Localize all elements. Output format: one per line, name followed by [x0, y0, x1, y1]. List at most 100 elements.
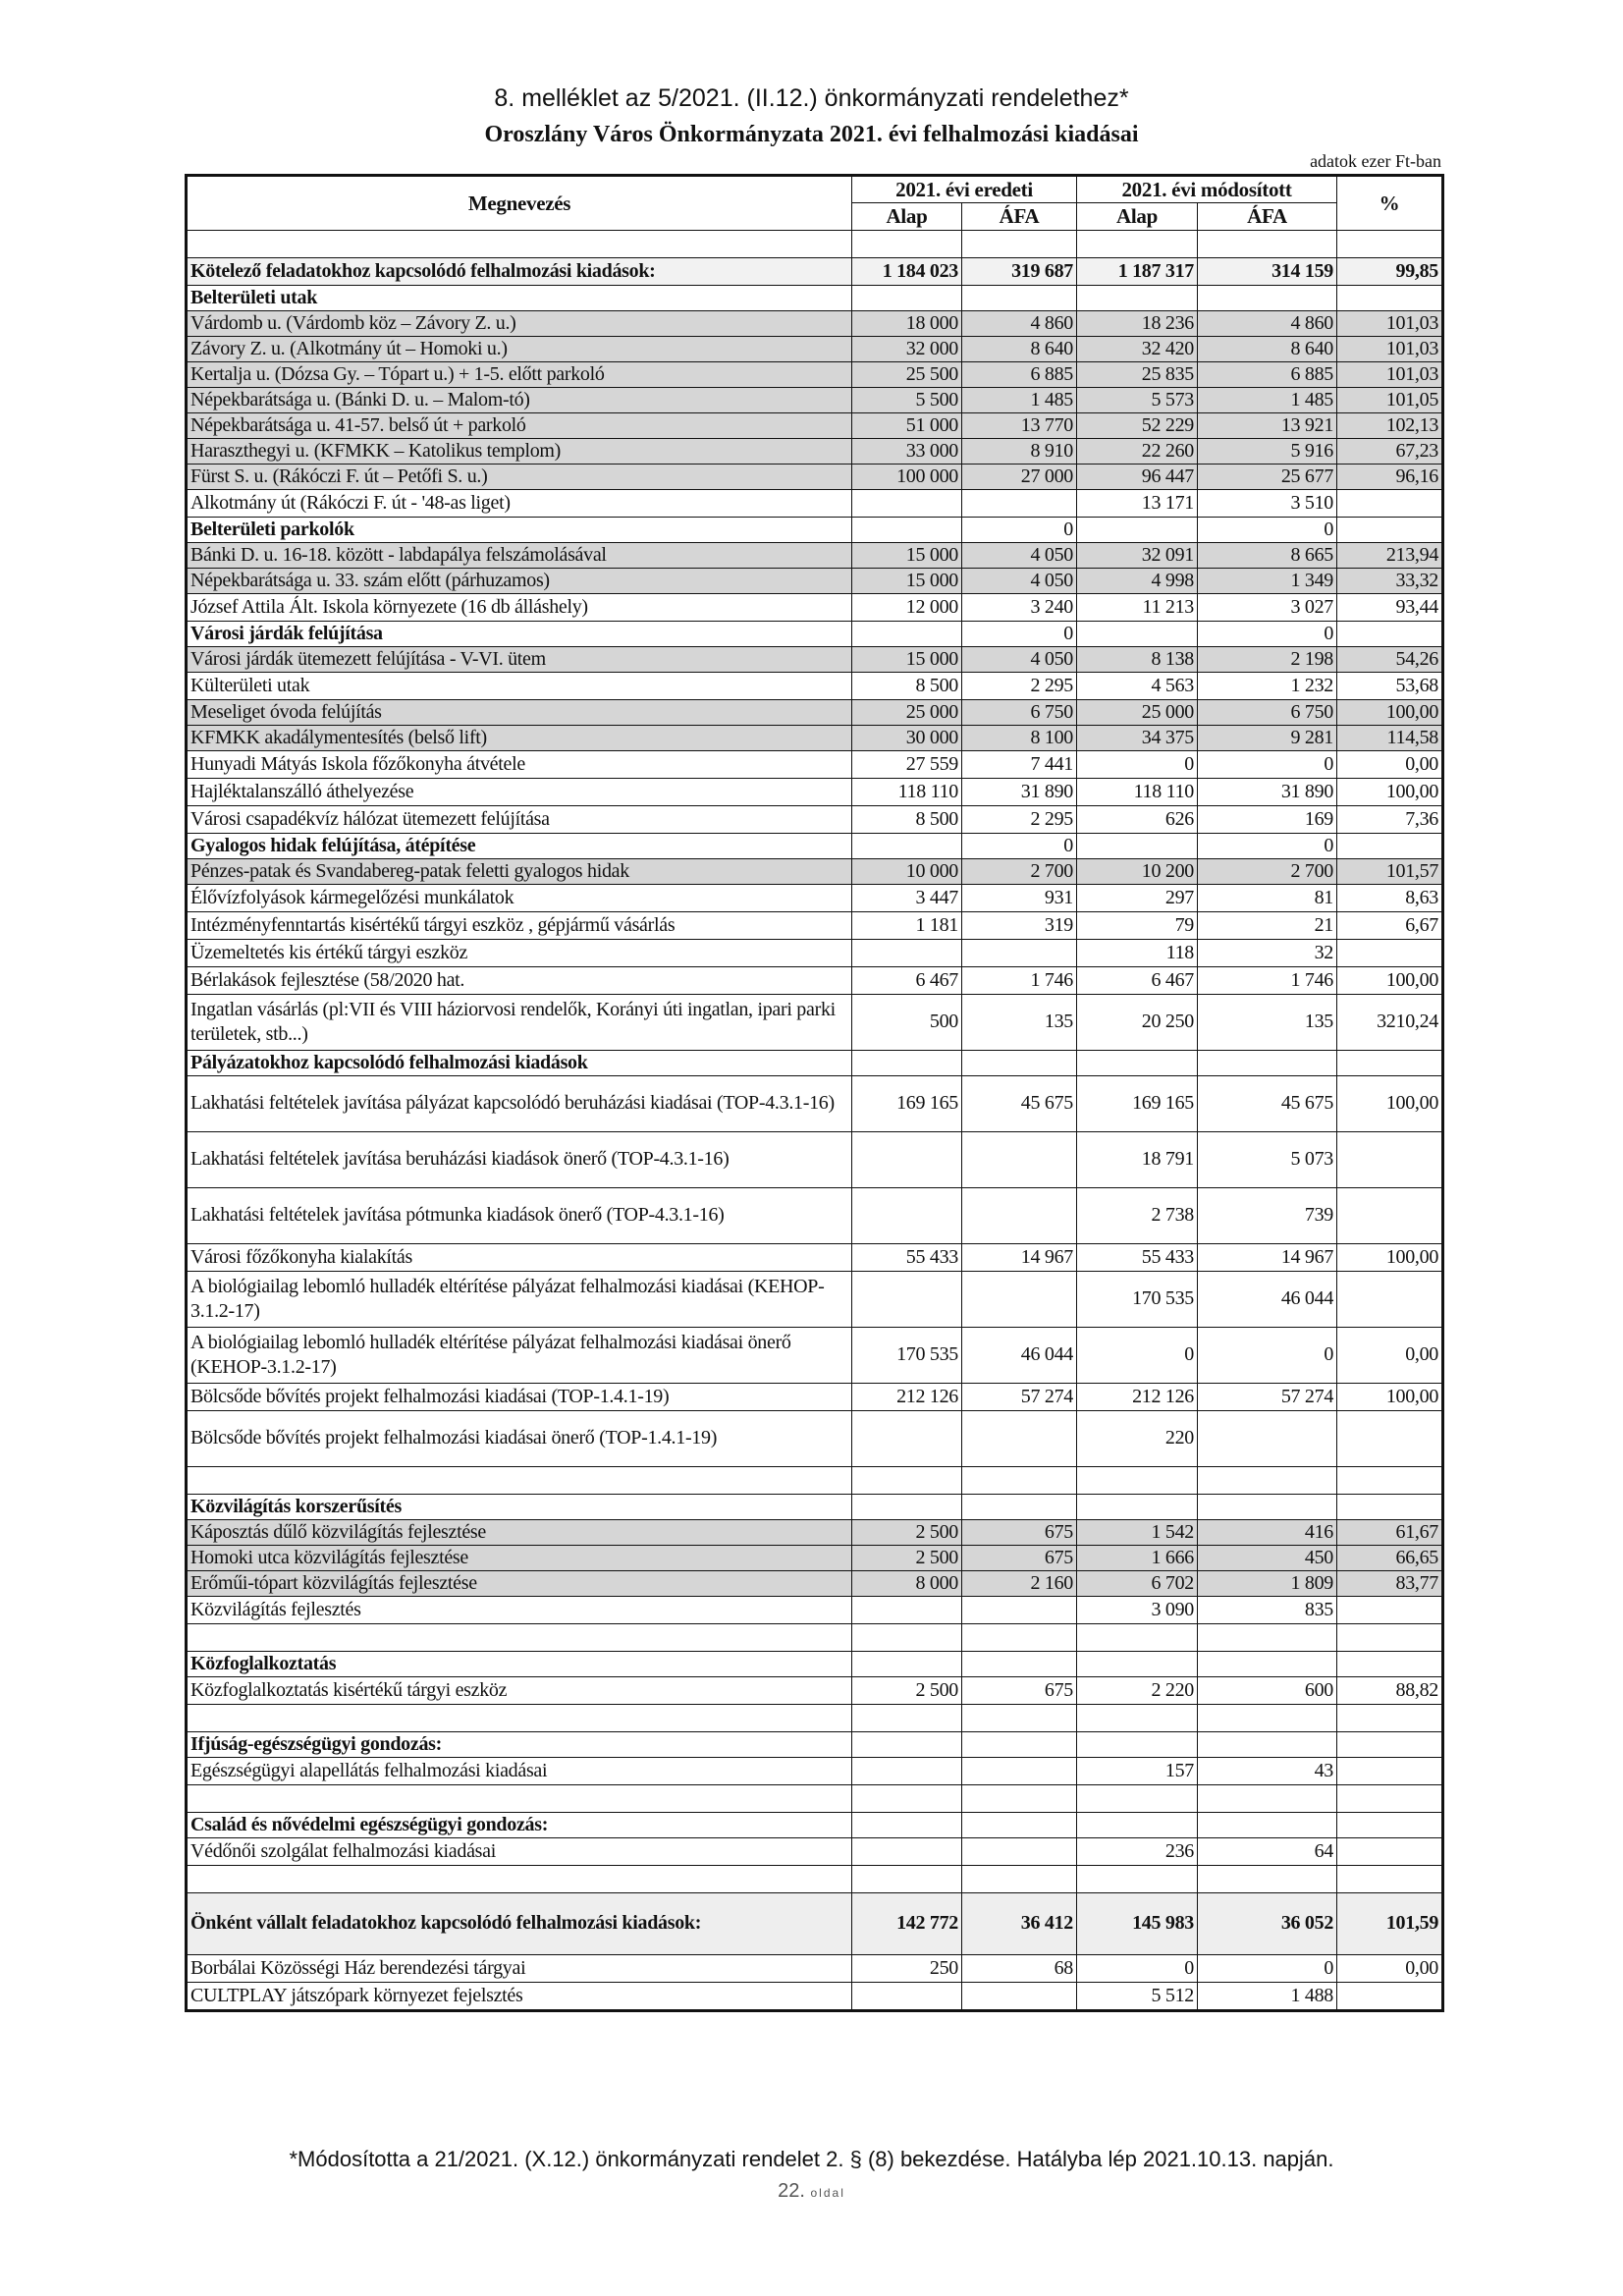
- table-row: Závory Z. u. (Alkotmány út – Homoki u.) 3…: [186, 335, 1444, 362]
- table-row: Alkotmány út (Rákóczi F. út - '48-as lig…: [186, 488, 1444, 518]
- cell-modified-afa: 46 044: [1196, 1270, 1338, 1328]
- cell-modified-afa: 1 232: [1196, 671, 1338, 700]
- row-label: [186, 1622, 852, 1652]
- cell-original-alap: 2 500: [851, 1544, 962, 1571]
- cell-modified-afa: [1196, 1811, 1338, 1838]
- cell-original-afa: 7 441: [961, 749, 1077, 779]
- row-label: Család és nővédelmi egészségügyi gondozá…: [186, 1811, 852, 1838]
- cell-modified-alap: 0: [1076, 1953, 1198, 1983]
- table-row: Népekbarátsága u. 41-57. belső út + park…: [186, 411, 1444, 439]
- cell-original-alap: 169 165: [851, 1074, 962, 1132]
- cell-original-alap: [851, 516, 962, 543]
- table-row: Városi főzőkonyha kialakítás 55 433 14 967…: [186, 1242, 1444, 1272]
- cell-original-afa: [961, 1493, 1077, 1520]
- cell-original-alap: [851, 1270, 962, 1328]
- cell-modified-afa: 6 750: [1196, 698, 1338, 726]
- cell-modified-alap: [1076, 1783, 1198, 1813]
- cell-percent: [1336, 1409, 1444, 1467]
- cell-modified-afa: 32: [1196, 938, 1338, 967]
- table-row: Hajléktalanszálló áthelyezése 118 110 31 8…: [186, 777, 1444, 806]
- cell-original-alap: [851, 1493, 962, 1520]
- row-label: Várdomb u. (Várdomb köz – Závory Z. u.): [186, 309, 852, 337]
- cell-original-afa: 2 295: [961, 671, 1077, 700]
- cell-original-afa: 6 750: [961, 698, 1077, 726]
- row-label: Közvilágítás fejlesztés: [186, 1595, 852, 1624]
- cell-modified-alap: 32 420: [1076, 335, 1198, 362]
- table-row: Városi csapadékvíz hálózat ütemezett fel…: [186, 804, 1444, 834]
- cell-original-afa: 4 050: [961, 645, 1077, 673]
- cell-percent: [1336, 1493, 1444, 1520]
- row-label: Káposztás dűlő közvilágítás fejlesztése: [186, 1518, 852, 1546]
- cell-percent: 100,00: [1336, 1074, 1444, 1132]
- table-row: Fürst S. u. (Rákóczi F. út – Petőfi S. u…: [186, 463, 1444, 490]
- table-row: Üzemeltetés kis értékű tárgyi eszköz 118 3…: [186, 938, 1444, 967]
- cell-percent: 3210,24: [1336, 993, 1444, 1051]
- document-title: Oroszlány Város Önkormányzata 2021. évi …: [484, 122, 1139, 147]
- annex-heading: 8. melléklet az 5/2021. (II.12.) önkormá…: [494, 84, 1129, 112]
- row-label: Önként vállalt feladatokhoz kapcsolódó f…: [186, 1891, 852, 1955]
- cell-percent: 88,82: [1336, 1675, 1444, 1705]
- cell-modified-afa: 6 885: [1196, 360, 1338, 388]
- row-label: Fürst S. u. (Rákóczi F. út – Petőfi S. u…: [186, 463, 852, 490]
- cell-original-afa: 675: [961, 1675, 1077, 1705]
- cell-modified-alap: 5 512: [1076, 1981, 1198, 2011]
- cell-percent: 33,32: [1336, 567, 1444, 594]
- row-label: Városi járdák ütemezett felújítása - V-V…: [186, 645, 852, 673]
- cell-original-afa: [961, 1811, 1077, 1838]
- cell-original-alap: 500: [851, 993, 962, 1051]
- page-word: oldal: [810, 2186, 845, 2200]
- cell-original-alap: 25 000: [851, 698, 962, 726]
- table-row: [186, 1783, 1444, 1813]
- cell-percent: 93,44: [1336, 592, 1444, 622]
- cell-percent: 61,67: [1336, 1518, 1444, 1546]
- cell-percent: [1336, 1981, 1444, 2011]
- expenditure-table: Megnevezés 2021. évi eredeti 2021. évi m…: [185, 174, 1445, 2012]
- row-label: Haraszthegyi u. (KFMKK – Katolikus templ…: [186, 437, 852, 465]
- total-row: Kötelező feladatokhoz kapcsolódó felhalm…: [186, 256, 1444, 286]
- cell-original-afa: 931: [961, 883, 1077, 912]
- cell-modified-afa: 1 349: [1196, 567, 1338, 594]
- cell-original-afa: [961, 1756, 1077, 1785]
- table-row: Káposztás dűlő közvilágítás fejlesztése 2…: [186, 1518, 1444, 1546]
- cell-original-alap: [851, 1756, 962, 1785]
- table-row: Népekbarátsága u. (Bánki D. u. – Malom-t…: [186, 386, 1444, 413]
- cell-original-afa: 6 885: [961, 360, 1077, 388]
- table-row: [186, 1622, 1444, 1652]
- footnote: *Módosította a 21/2021. (X.12.) önkormán…: [289, 2147, 1334, 2171]
- cell-modified-afa: 8 640: [1196, 335, 1338, 362]
- cell-modified-alap: 626: [1076, 804, 1198, 834]
- cell-original-alap: 1 184 023: [851, 256, 962, 286]
- cell-modified-afa: 135: [1196, 993, 1338, 1051]
- cell-percent: 101,03: [1336, 360, 1444, 388]
- column-header-percent: %: [1336, 175, 1444, 231]
- cell-modified-afa: [1196, 1409, 1338, 1467]
- cell-percent: 8,63: [1336, 883, 1444, 912]
- cell-original-afa: [961, 1730, 1077, 1758]
- cell-modified-alap: 4 998: [1076, 567, 1198, 594]
- cell-modified-afa: 14 967: [1196, 1242, 1338, 1272]
- cell-original-afa: 68: [961, 1953, 1077, 1983]
- cell-modified-alap: 2 738: [1076, 1186, 1198, 1244]
- cell-original-afa: 4 050: [961, 541, 1077, 569]
- cell-original-afa: [961, 284, 1077, 311]
- cell-modified-alap: 11 213: [1076, 592, 1198, 622]
- page-number: 22. oldal: [0, 2180, 1623, 2203]
- cell-percent: 96,16: [1336, 463, 1444, 490]
- cell-original-afa: 2 295: [961, 804, 1077, 834]
- cell-modified-afa: 5 916: [1196, 437, 1338, 465]
- cell-percent: 0,00: [1336, 1953, 1444, 1983]
- cell-original-alap: [851, 1622, 962, 1652]
- cell-original-afa: [961, 1981, 1077, 2011]
- row-label: [186, 1465, 852, 1495]
- cell-modified-alap: 118 110: [1076, 777, 1198, 806]
- cell-modified-alap: 13 171: [1076, 488, 1198, 518]
- table-row: Külterületi utak 8 500 2 295 4 563 1 232 53,6…: [186, 671, 1444, 700]
- cell-modified-alap: [1076, 1049, 1198, 1076]
- cell-original-afa: [961, 1270, 1077, 1328]
- cell-original-alap: [851, 1595, 962, 1624]
- cell-original-alap: [851, 1049, 962, 1076]
- cell-original-afa: [961, 229, 1077, 258]
- cell-modified-afa: 36 052: [1196, 1891, 1338, 1955]
- cell-original-afa: 0: [961, 516, 1077, 543]
- cell-original-alap: [851, 1465, 962, 1495]
